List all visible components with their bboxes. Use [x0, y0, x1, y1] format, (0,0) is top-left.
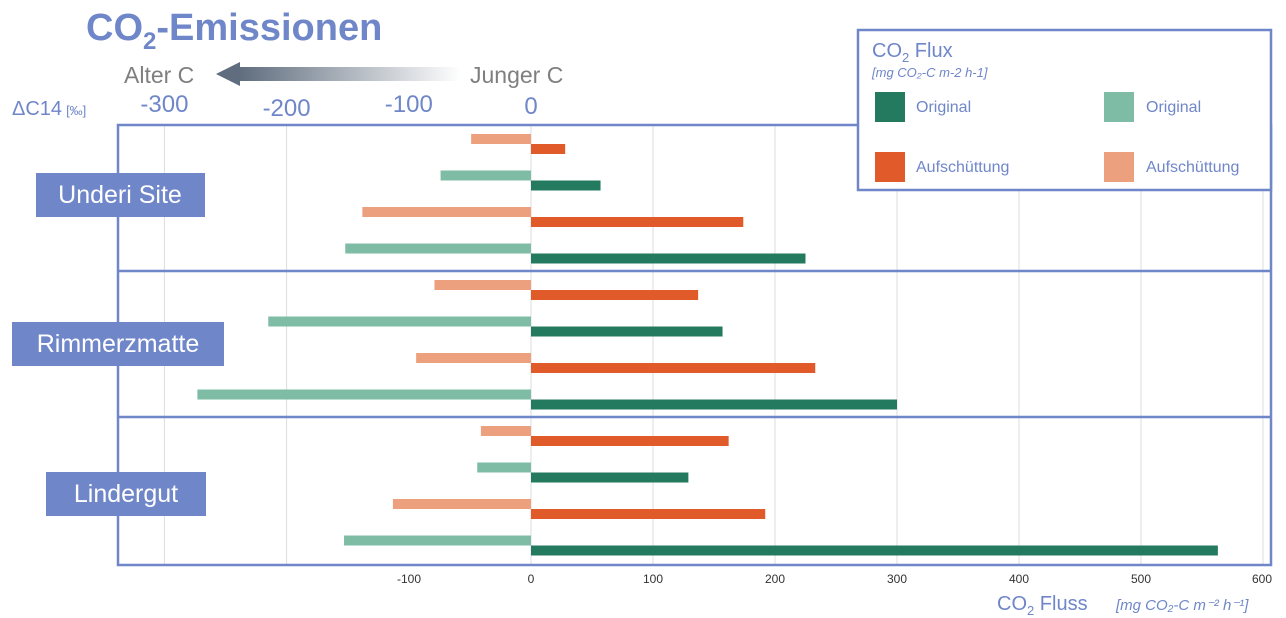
- bar-flux: [531, 399, 897, 410]
- bar-dc14: [480, 426, 531, 436]
- bar-dc14: [477, 462, 531, 473]
- bar-flux: [531, 363, 816, 373]
- arrow-left-label: Alter C: [124, 62, 194, 88]
- bar-dc14: [440, 170, 531, 181]
- top-axis-label: ΔC14 [‰]: [12, 98, 86, 120]
- legend-label: Aufschüttung: [1146, 159, 1239, 176]
- top-axis-tick-label: -300: [140, 91, 188, 118]
- top-axis-tick-label: -200: [263, 95, 311, 122]
- age-arrow-shaft: [239, 67, 461, 81]
- bottom-axis-tick-label: -100: [397, 572, 421, 586]
- bar-flux: [531, 290, 699, 300]
- bar-dc14: [362, 207, 531, 217]
- bar-flux: [531, 545, 1218, 556]
- bottom-axis-tick-label: 100: [643, 572, 663, 586]
- legend-label: Original: [1146, 99, 1201, 116]
- bottom-axis-ticks: -100 0 100 200 300 400 500 600: [397, 572, 1272, 586]
- legend-unit: [mg CO₂-C m-2 h-1]: [871, 65, 988, 80]
- bar-flux: [531, 253, 806, 264]
- bar-dc14: [345, 243, 531, 254]
- gridlines: [163, 126, 1264, 564]
- bar-flux: [531, 144, 566, 154]
- bar-dc14: [471, 134, 531, 144]
- bar-flux: [531, 180, 601, 191]
- bottom-axis-tick-label: 400: [1009, 572, 1029, 586]
- bar-flux: [531, 326, 723, 337]
- site-label-rimmerzmatte: Rimmerzmatte: [12, 322, 224, 366]
- bars: [197, 134, 1218, 556]
- top-axis-ticks: -300 -200 -100 0: [140, 91, 537, 122]
- bar-flux: [531, 509, 766, 519]
- bar-dc14: [416, 353, 531, 363]
- bottom-axis-unit: [mg CO₂-C m⁻² h⁻¹]: [1115, 597, 1249, 614]
- bottom-axis-tick-label: 200: [765, 572, 785, 586]
- bar-dc14: [344, 535, 531, 546]
- legend: CO2 Flux [mg CO₂-C m-2 h-1] Original Ori…: [856, 28, 1273, 192]
- site-label-underi: Underi Site: [36, 173, 205, 217]
- bottom-axis-tick-label: 500: [1131, 572, 1151, 586]
- site-label-text: Rimmerzmatte: [37, 330, 200, 358]
- site-label-lindergut: Lindergut: [46, 472, 206, 516]
- legend-label: Original: [916, 99, 971, 116]
- legend-label: Aufschüttung: [916, 159, 1009, 176]
- legend-swatch-fill-dc14: [1104, 152, 1134, 182]
- bar-dc14: [392, 499, 531, 509]
- bottom-axis-tick-label: 0: [528, 572, 535, 586]
- top-axis-tick-label: -100: [385, 91, 433, 118]
- age-arrow-head: [216, 62, 240, 86]
- legend-title: CO2 Flux: [872, 40, 953, 65]
- bar-flux: [531, 436, 729, 446]
- chart-title: CO2-Emissionen: [86, 7, 382, 55]
- arrow-right-label: Junger C: [470, 62, 563, 88]
- legend-swatch-original-flux: [875, 92, 905, 122]
- bar-dc14: [197, 389, 532, 400]
- bottom-axis-tick-label: 300: [887, 572, 907, 586]
- bottom-axis-tick-label: 600: [1252, 572, 1272, 586]
- bar-dc14: [434, 280, 531, 290]
- site-label-text: Lindergut: [74, 480, 178, 508]
- bottom-axis-label: CO2 Fluss: [997, 593, 1088, 618]
- legend-swatch-fill-flux: [875, 152, 905, 182]
- bar-flux: [531, 217, 744, 227]
- bar-dc14: [268, 316, 531, 327]
- site-label-text: Underi Site: [58, 181, 182, 209]
- top-axis-tick-label: 0: [524, 93, 537, 120]
- legend-swatch-original-dc14: [1104, 92, 1134, 122]
- bar-flux: [531, 472, 689, 483]
